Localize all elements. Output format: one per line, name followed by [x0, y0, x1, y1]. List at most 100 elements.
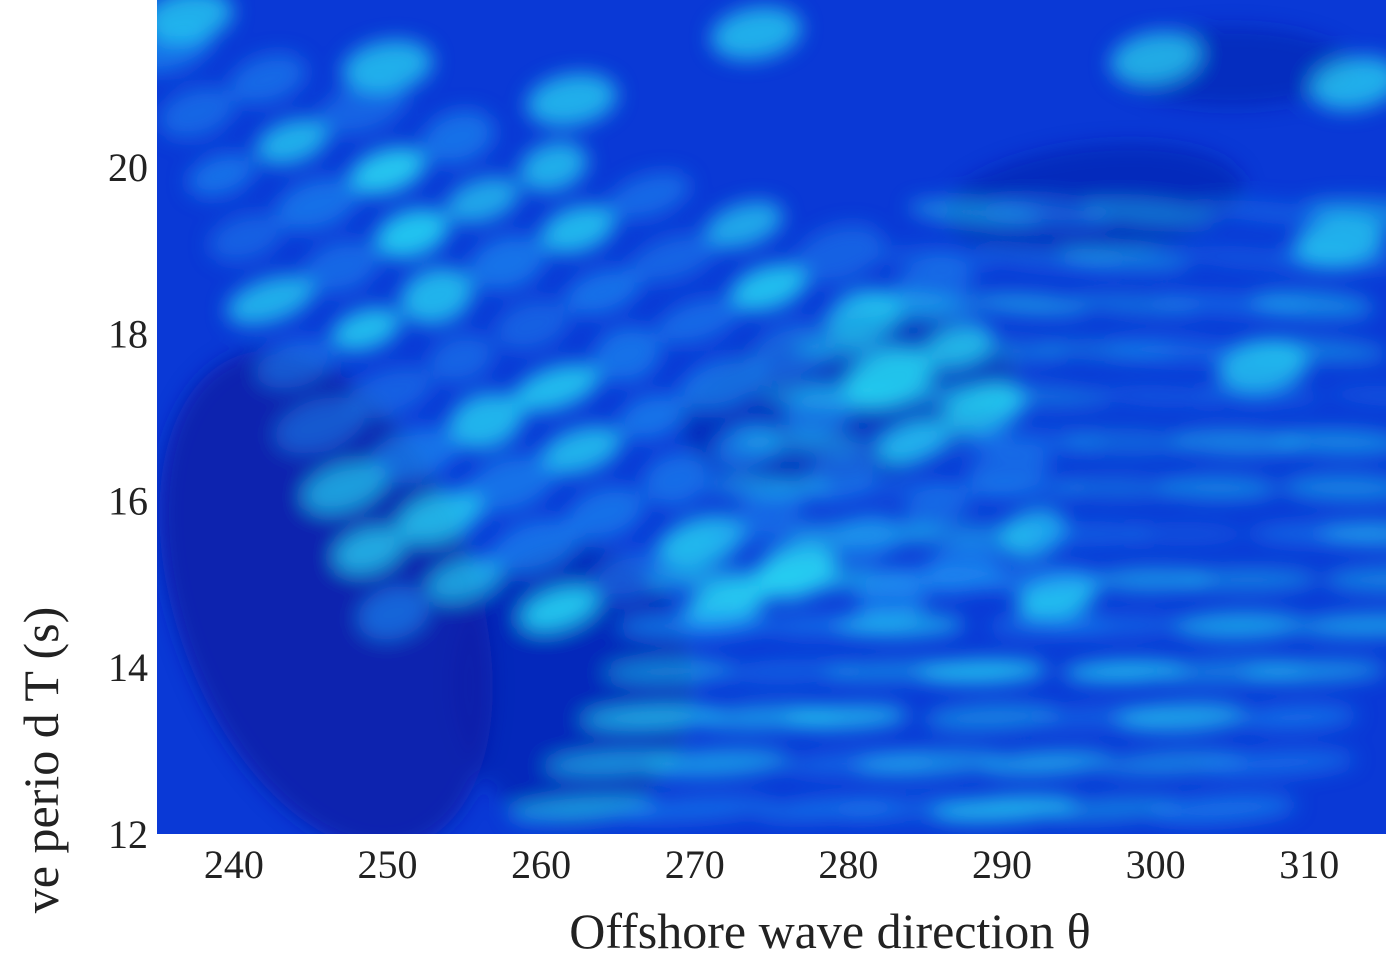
heatmap-cell — [1326, 385, 1386, 407]
heatmap-cell — [1058, 245, 1191, 272]
heatmap-cell — [563, 267, 642, 317]
heatmap-cell — [1171, 428, 1304, 456]
heatmap-cell — [704, 201, 784, 250]
heatmap-cell — [793, 224, 885, 285]
heatmap-cell — [1319, 521, 1386, 547]
heatmap-cell — [468, 234, 547, 291]
heatmap-cell — [677, 356, 767, 412]
heatmap-cell — [512, 363, 601, 413]
heatmap-cell — [841, 290, 977, 319]
y-axis-title: ve perio d T (s) — [13, 607, 69, 913]
heatmap-cell — [1198, 750, 1357, 777]
heatmap-cell — [621, 797, 775, 821]
heatmap-cell — [1093, 567, 1214, 592]
heatmap-cell — [526, 73, 618, 127]
heatmap-cell — [1309, 56, 1386, 111]
heatmap-cell — [1123, 521, 1248, 546]
heatmap-cell — [507, 796, 658, 822]
heatmap-cell — [1110, 31, 1202, 86]
heatmap-cell — [1250, 290, 1375, 319]
heatmap-cell — [255, 118, 329, 166]
heatmap-cell — [1104, 337, 1250, 364]
heatmap-cell — [842, 477, 964, 499]
heatmap-cell — [894, 523, 1047, 545]
heatmap-cell — [374, 208, 450, 259]
heatmap-cell — [707, 477, 833, 498]
heatmap-cell — [396, 490, 484, 544]
heatmap-cell — [369, 426, 461, 483]
heatmap-cell — [646, 568, 798, 591]
x-tick-label: 250 — [357, 842, 417, 887]
heatmap-cell — [1280, 474, 1386, 502]
heatmap-cell — [1053, 476, 1179, 499]
heatmap-cell — [357, 586, 430, 640]
heatmap-cell — [540, 204, 616, 255]
y-tick-label: 14 — [108, 645, 148, 690]
heatmap-cell — [784, 520, 942, 547]
heatmap-cell — [545, 751, 680, 775]
heatmap-cell — [421, 110, 496, 166]
heatmap-cell — [347, 365, 434, 419]
heatmap-cell — [971, 384, 1111, 409]
heatmap-cell — [968, 566, 1107, 593]
heatmap-cell — [226, 275, 316, 326]
heatmap-cell — [604, 659, 734, 684]
heatmap-cell — [318, 80, 408, 136]
heatmap-cell — [427, 557, 502, 603]
heatmap-cell — [1114, 703, 1248, 732]
heatmap-cell — [228, 53, 307, 106]
heatmap-cell — [915, 659, 1048, 684]
heatmap-cell — [729, 263, 808, 313]
heatmap-cell — [302, 462, 387, 514]
heatmap-cell — [157, 0, 234, 44]
heatmap-cell — [853, 750, 1003, 777]
heatmap-cell — [592, 325, 662, 384]
heatmap-cell — [716, 659, 863, 684]
heatmap-cell — [655, 296, 741, 346]
heatmap-cell — [330, 307, 402, 352]
heatmap-cell — [749, 321, 837, 380]
heatmap-cell — [1157, 475, 1279, 501]
heatmap-cell — [710, 6, 802, 61]
heatmap-cell — [519, 141, 588, 193]
y-tick-label: 18 — [108, 312, 148, 357]
x-tick-label: 290 — [972, 842, 1032, 887]
heatmap-cell — [758, 382, 911, 410]
heatmap-cell — [1060, 428, 1194, 456]
heatmap-cell — [1193, 383, 1324, 409]
heatmap-cell — [427, 333, 495, 385]
heatmap-cell — [1172, 612, 1306, 639]
heatmap-cell — [464, 454, 557, 514]
heatmap-cell — [445, 176, 521, 224]
heatmap-cell — [617, 393, 686, 441]
heatmap-cell — [1294, 215, 1386, 269]
heatmap-cell — [274, 176, 359, 232]
heatmap-cell — [783, 705, 909, 730]
heatmap-cell — [856, 428, 1016, 456]
heatmap-cell — [493, 298, 570, 352]
heatmap-cell — [1322, 566, 1386, 593]
heatmap-cell — [592, 549, 669, 602]
heatmap-cell — [1295, 614, 1386, 637]
heatmap-cell — [539, 425, 623, 476]
x-tick-label: 310 — [1279, 842, 1339, 887]
heatmap-cell — [565, 485, 646, 541]
heatmap-cell — [931, 337, 1068, 363]
heatmap-cell — [208, 212, 284, 263]
heatmap-cell — [923, 703, 1062, 731]
heatmap-cell — [490, 517, 580, 575]
heatmap-cell — [986, 197, 1112, 228]
heatmap-cell — [341, 39, 433, 94]
heatmap-cell — [606, 171, 691, 221]
heatmap-cell — [274, 397, 365, 454]
heatmap-cell — [628, 233, 719, 284]
heatmap-cell — [581, 706, 725, 729]
heatmap-cell — [1046, 797, 1183, 821]
heatmap-cell — [1148, 794, 1298, 824]
heatmap-cell — [519, 585, 600, 632]
heatmap-cell — [348, 146, 427, 196]
heatmap-cell — [793, 339, 934, 362]
x-tick-label: 300 — [1126, 842, 1186, 887]
heatmap-cell — [944, 143, 1244, 258]
